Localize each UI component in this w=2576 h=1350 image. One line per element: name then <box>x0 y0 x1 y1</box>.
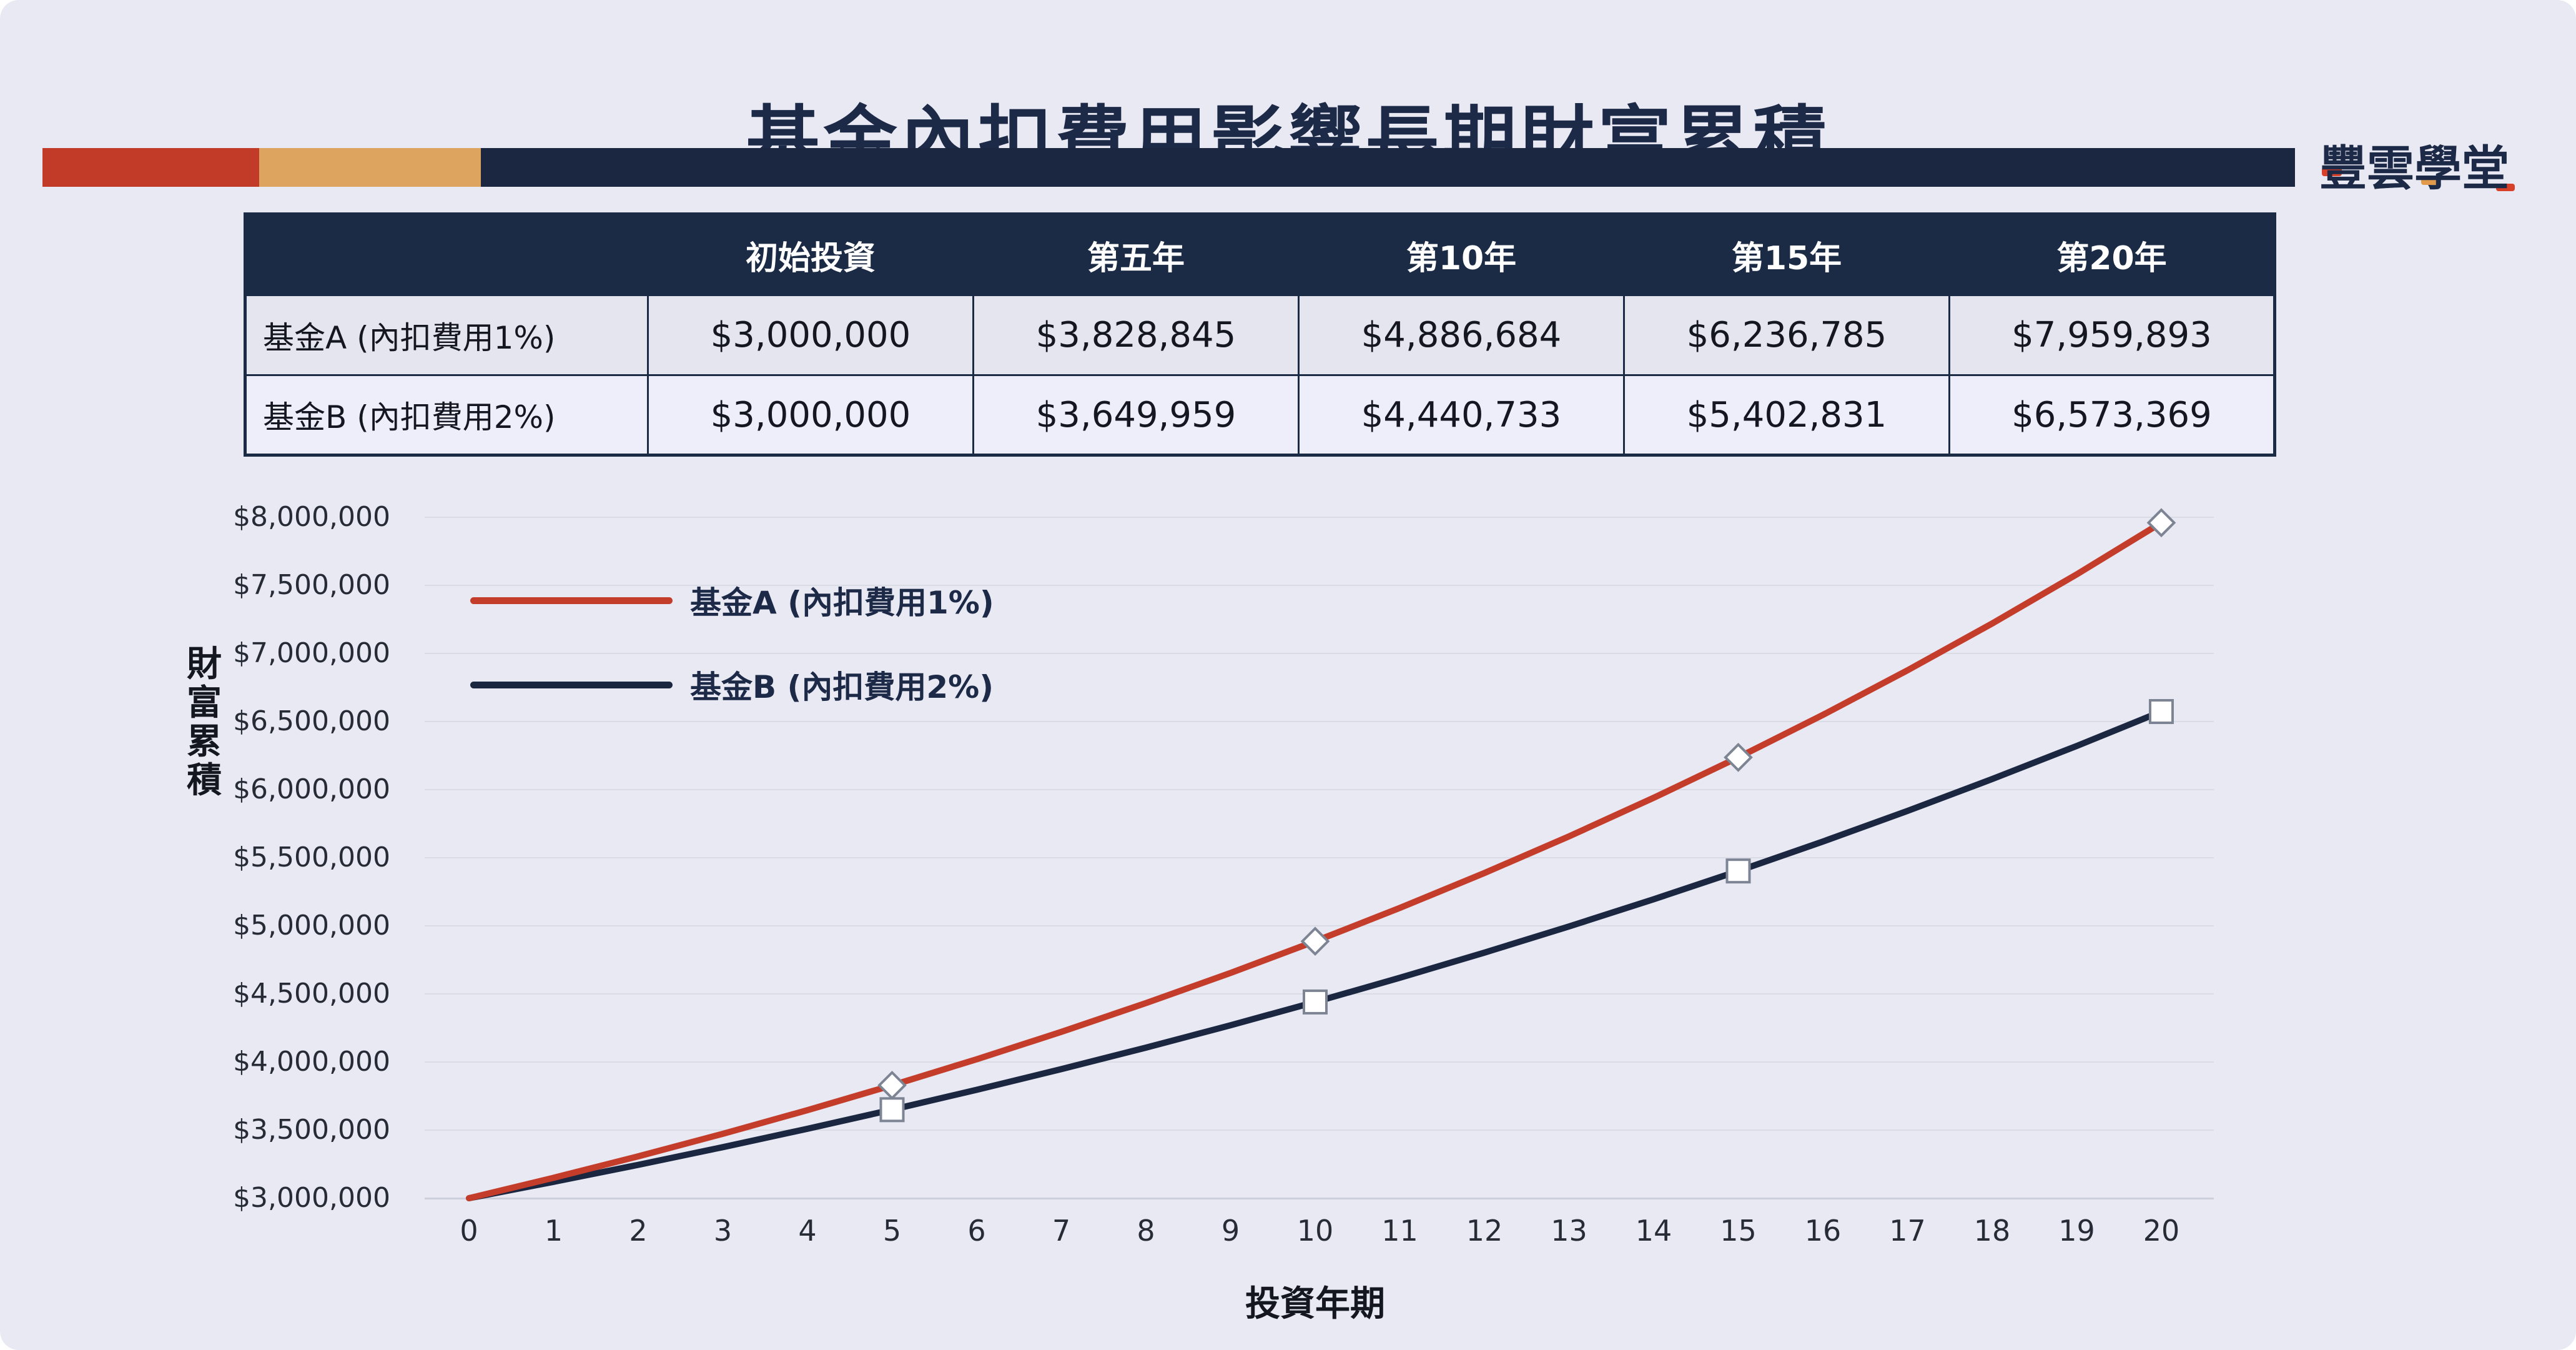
fund-b-marker <box>1303 989 1328 1015</box>
decorative-bar-red-segment <box>42 148 259 187</box>
x-tick-label: 12 <box>1466 1214 1503 1248</box>
fund-a-marker <box>2146 508 2176 538</box>
table-value-cell: $3,649,959 <box>972 374 1300 456</box>
table-header-cell: 第五年 <box>972 213 1300 296</box>
x-tick-label: 20 <box>2143 1214 2180 1248</box>
gridline <box>425 585 2214 586</box>
table-value-cell: $7,959,893 <box>1948 294 2276 376</box>
x-tick-label: 14 <box>1635 1214 1672 1248</box>
y-tick-label: $3,000,000 <box>233 1182 390 1214</box>
decorative-bar <box>42 148 2295 187</box>
fund-a-legend-label: 基金A (內扣費用1%) <box>690 585 994 621</box>
x-tick-label: 2 <box>629 1214 648 1248</box>
y-tick-label: $8,000,000 <box>233 501 390 533</box>
table-header-cell: 初始投資 <box>647 213 974 296</box>
gridline <box>425 857 2214 858</box>
x-tick-label: 13 <box>1551 1214 1587 1248</box>
fund-b-marker <box>879 1097 905 1123</box>
table-row: 基金A (內扣費用1%) $3,000,000 $3,828,845 $4,886,6… <box>244 294 2276 376</box>
table-row-label: 基金B (內扣費用2%) <box>244 374 649 456</box>
legend-item-fund-b: 基金B (內扣費用2%) <box>470 665 994 705</box>
fund-a-legend-swatch <box>470 597 673 604</box>
x-tick-label: 11 <box>1381 1214 1418 1248</box>
x-tick-label: 9 <box>1221 1214 1240 1248</box>
y-tick-label: $5,500,000 <box>233 841 390 873</box>
gridline <box>425 1198 2214 1199</box>
y-tick-label: $3,500,000 <box>233 1114 390 1146</box>
x-axis-title: 投資年期 <box>1245 1284 1385 1324</box>
table-header-cell: 第15年 <box>1623 213 1950 296</box>
fund-a-line <box>466 519 2164 1201</box>
x-tick-label: 0 <box>460 1214 478 1248</box>
fund-a-marker <box>1300 926 1330 956</box>
comparison-table-wrap: 初始投資 第五年 第10年 第15年 第20年 基金A (內扣費用1%) $3,000,00… <box>244 212 2276 457</box>
fund-b-marker <box>1725 858 1751 884</box>
x-tick-label: 8 <box>1137 1214 1155 1248</box>
table-value-cell: $4,440,733 <box>1298 374 1625 456</box>
brand-logo: 豐雲學堂 <box>2319 142 2532 205</box>
table-value-cell: $4,886,684 <box>1298 294 1625 376</box>
y-tick-label: $4,000,000 <box>233 1046 390 1078</box>
x-tick-label: 6 <box>967 1214 986 1248</box>
table-value-cell: $3,828,845 <box>972 294 1300 376</box>
y-tick-label: $4,500,000 <box>233 978 390 1010</box>
gridline <box>425 721 2214 722</box>
fund-b-marker <box>2149 699 2174 725</box>
x-tick-label: 16 <box>1804 1214 1842 1248</box>
table-value-cell: $3,000,000 <box>647 374 974 456</box>
table-row: 基金B (內扣費用2%) $3,000,000 $3,649,959 $4,440,7… <box>244 374 2276 456</box>
gridline <box>425 1129 2214 1131</box>
gridline <box>425 925 2214 926</box>
decorative-bar-tan-segment <box>259 148 481 187</box>
y-axis-title: 財富累積 <box>187 644 222 801</box>
x-tick-label: 18 <box>1973 1214 2011 1248</box>
y-tick-label: $6,000,000 <box>233 773 390 805</box>
x-tick-label: 19 <box>2058 1214 2095 1248</box>
x-tick-label: 17 <box>1889 1214 1926 1248</box>
decorative-bar-navy-segment <box>481 148 2295 187</box>
brand-accent-icon <box>2322 167 2342 176</box>
comparison-table: 初始投資 第五年 第10年 第15年 第20年 基金A (內扣費用1%) $3,000,00… <box>244 212 2276 457</box>
gridline <box>425 517 2214 518</box>
table-row-label: 基金A (內扣費用1%) <box>244 294 649 376</box>
x-tick-label: 1 <box>544 1214 563 1248</box>
fund-b-legend-swatch <box>470 681 673 688</box>
brand-accent-icon <box>2496 184 2515 191</box>
brand-logo-text: 豐雲學堂 <box>2319 141 2509 196</box>
x-tick-label: 15 <box>1720 1214 1757 1248</box>
table-value-cell: $5,402,831 <box>1623 374 1950 456</box>
fund-a-marker <box>1724 743 1753 772</box>
table-header-cell: 第20年 <box>1948 213 2276 296</box>
gridline <box>425 653 2214 654</box>
gridline <box>425 789 2214 790</box>
legend-item-fund-a: 基金A (內扣費用1%) <box>470 580 994 621</box>
table-value-cell: $3,000,000 <box>647 294 974 376</box>
table-value-cell: $6,573,369 <box>1948 374 2276 456</box>
x-tick-label: 4 <box>798 1214 817 1248</box>
x-tick-label: 7 <box>1052 1214 1071 1248</box>
fund-a-marker <box>877 1070 907 1100</box>
y-tick-label: $7,000,000 <box>233 637 390 669</box>
y-tick-label: $7,500,000 <box>233 569 390 601</box>
x-tick-label: 5 <box>882 1214 902 1248</box>
y-tick-label: $5,000,000 <box>233 910 390 941</box>
x-tick-label: 10 <box>1296 1214 1334 1248</box>
table-header-cell <box>244 213 649 296</box>
table-value-cell: $6,236,785 <box>1623 294 1950 376</box>
gridline <box>425 1061 2214 1063</box>
y-tick-label: $6,500,000 <box>233 705 390 737</box>
brand-accent-icon <box>2421 177 2439 185</box>
x-tick-label: 3 <box>713 1214 733 1248</box>
fund-b-legend-label: 基金B (內扣費用2%) <box>690 669 994 705</box>
table-header-cell: 第10年 <box>1298 213 1625 296</box>
